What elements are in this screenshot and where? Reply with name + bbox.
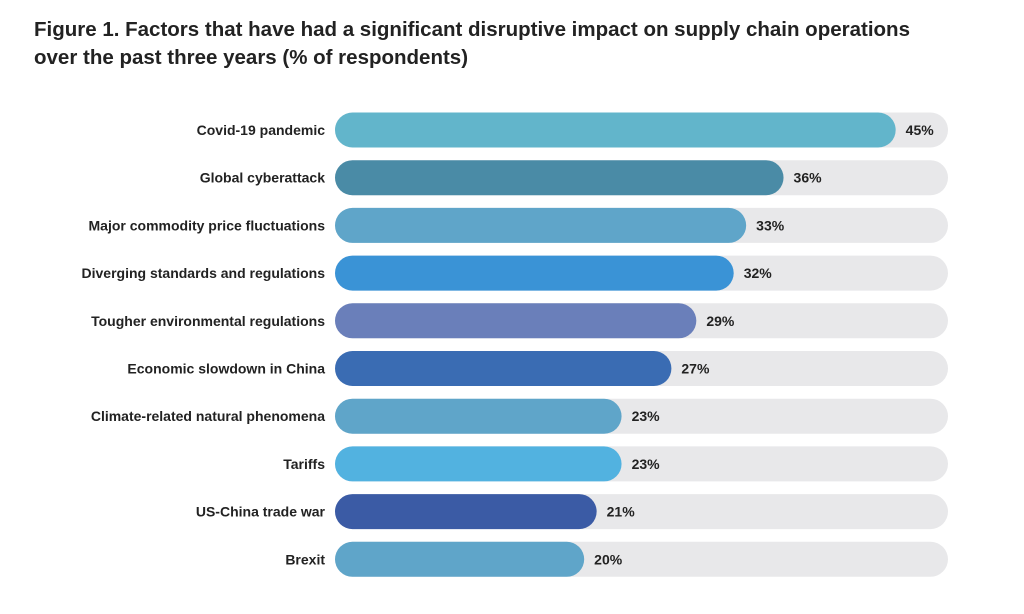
category-label: Global cyberattack xyxy=(200,170,325,186)
bar xyxy=(335,303,697,339)
bar xyxy=(335,398,622,434)
category-label: Tougher environmental regulations xyxy=(91,313,325,329)
bar xyxy=(335,160,784,196)
category-label: Major commodity price fluctuations xyxy=(89,217,326,233)
category-label: Economic slowdown in China xyxy=(127,361,325,377)
value-label: 29% xyxy=(706,313,735,329)
value-label: 33% xyxy=(756,217,785,233)
bar xyxy=(335,255,734,291)
value-label: 32% xyxy=(744,265,773,281)
category-label: US-China trade war xyxy=(196,504,326,520)
category-label: Diverging standards and regulations xyxy=(82,265,326,281)
bar xyxy=(335,207,747,243)
value-label: 20% xyxy=(594,551,623,567)
bar xyxy=(335,494,597,530)
bar xyxy=(335,446,622,482)
bar xyxy=(335,541,585,577)
value-label: 36% xyxy=(794,170,823,186)
bar xyxy=(335,351,672,386)
value-label: 23% xyxy=(632,408,661,424)
category-label: Covid-19 pandemic xyxy=(197,122,326,138)
bar xyxy=(335,112,896,148)
chart-title: Figure 1. Factors that have had a signif… xyxy=(34,18,910,69)
category-label: Tariffs xyxy=(283,456,325,472)
category-label: Brexit xyxy=(285,551,325,567)
value-label: 21% xyxy=(607,504,636,520)
value-label: 45% xyxy=(906,122,935,138)
value-label: 27% xyxy=(681,361,710,377)
value-label: 23% xyxy=(632,456,661,472)
category-label: Climate-related natural phenomena xyxy=(91,408,325,424)
